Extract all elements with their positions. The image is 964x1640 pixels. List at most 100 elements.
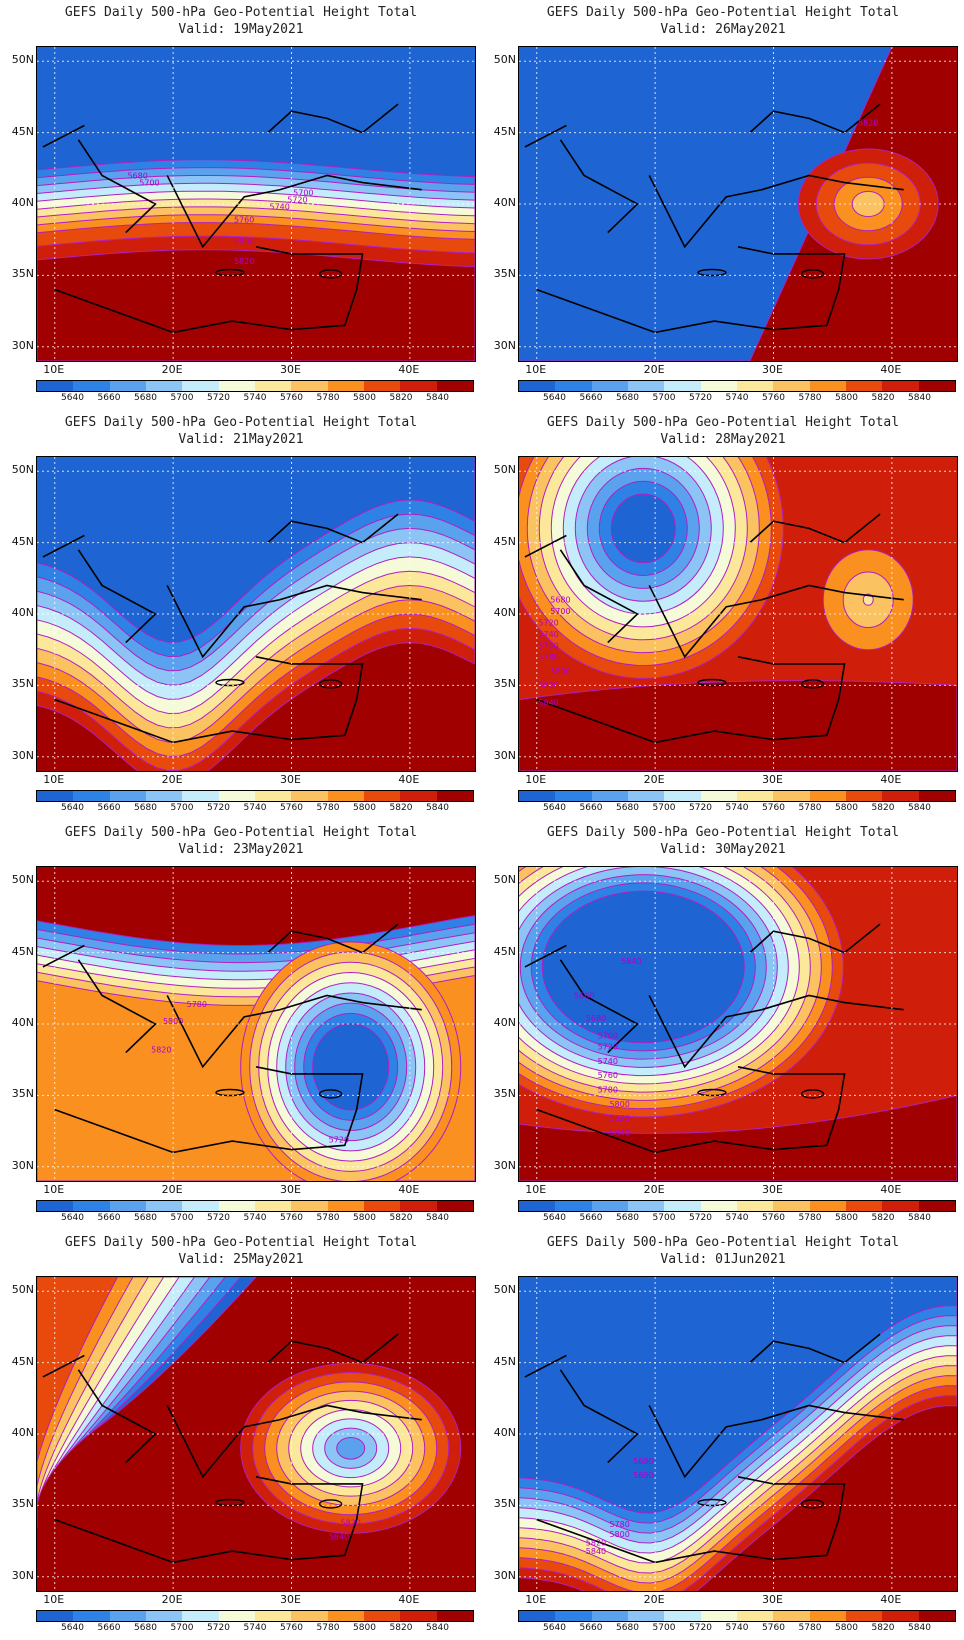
colorbar-swatch (327, 791, 364, 801)
contour-label: 5760 (598, 1071, 618, 1080)
valid-date: Valid: 28May2021 (660, 432, 786, 447)
map-panel: GEFS Daily 500-hPa Geo-Potential Height … (482, 0, 964, 410)
valid-date: Valid: 30May2021 (660, 842, 786, 857)
lon-tick-label: 30E (280, 1593, 301, 1606)
colorbar-swatch (254, 791, 292, 801)
colorbar-swatch (918, 1201, 955, 1211)
colorbar-swatch (327, 1611, 364, 1621)
colorbar-swatch (591, 1611, 628, 1621)
colorbar-swatch (37, 1611, 74, 1621)
colorbar-swatch (664, 1201, 701, 1211)
lon-tick-label: 10E (43, 1183, 65, 1196)
cyprus-outline (318, 679, 343, 689)
colorbar-swatch (555, 1611, 592, 1621)
height-field-map: 5680 5700 5720 5740 5760 5780 5800 5820 5840 (519, 457, 957, 771)
colorbar-swatch (145, 1201, 183, 1211)
colorbar-label: 5800 (835, 1213, 858, 1223)
lon-tick-label: 40E (880, 773, 902, 786)
lat-tick-label: 35N (493, 267, 516, 281)
contour-label: 5800 (609, 1100, 629, 1109)
colorbar-label: 5700 (170, 1623, 194, 1633)
colorbar-swatch (436, 1611, 473, 1621)
lat-tick-label: 30N (493, 1568, 516, 1582)
colorbar-label: 5840 (426, 1213, 449, 1223)
valid-date: Valid: 01Jun2021 (660, 1252, 786, 1267)
contour-label: 5780 (609, 1520, 629, 1529)
coastline (42, 513, 422, 744)
lat-tick-label: 30N (11, 1568, 34, 1582)
lat-tick-label: 40N (11, 1016, 34, 1029)
colorbar-swatch (664, 791, 701, 801)
contour-label: 5780 (598, 1086, 618, 1095)
colorbar-label: 5800 (353, 1213, 376, 1223)
contour-label: 5740 (538, 630, 558, 639)
lon-tick-label: 40E (398, 773, 420, 786)
colorbar (518, 380, 956, 392)
colorbar-label: 5680 (616, 1623, 639, 1633)
valid-date: Valid: 25May2021 (178, 1252, 304, 1267)
colorbar-label: 5800 (353, 393, 376, 403)
lon-tick-label: 30E (280, 363, 301, 376)
lat-tick-label: 50N (493, 873, 516, 887)
colorbar-swatch (218, 1201, 255, 1211)
colorbar-swatch (627, 1611, 665, 1621)
lat-tick-label: 30N (493, 748, 516, 762)
colorbar (36, 790, 474, 802)
lat-tick-label: 35N (11, 677, 34, 691)
colorbar-swatch (555, 791, 592, 801)
map-panel: GEFS Daily 500-hPa Geo-Potential Height … (482, 820, 964, 1230)
colorbar-label: 5700 (652, 1213, 676, 1223)
colorbar-swatch (363, 1201, 401, 1211)
contour-label: 5820 (341, 1518, 361, 1527)
colorbar-swatch (73, 1201, 110, 1211)
colorbar-label: 5700 (652, 393, 676, 403)
lat-tick-label: 50N (11, 463, 34, 477)
colorbar-swatch (109, 791, 146, 801)
colorbar-swatch (736, 1611, 774, 1621)
crete-outline (215, 1088, 245, 1097)
colorbar-label: 5780 (316, 393, 340, 403)
colorbar-swatch (182, 1611, 219, 1621)
lon-tick-label: 40E (880, 1593, 902, 1606)
height-field-map: 5640 5660 5680 5700 5720 5740 5760 5780 5800 5820… (519, 867, 957, 1181)
lon-tick-label: 40E (398, 1183, 420, 1196)
lon-tick-label: 20E (643, 1183, 665, 1196)
colorbar-swatch (400, 791, 437, 801)
lat-tick-label: 35N (11, 1087, 34, 1101)
lon-tick-label: 10E (525, 363, 547, 376)
contour-label: 5820 (151, 1046, 171, 1055)
colorbar-label: 5660 (579, 1213, 603, 1223)
map-area: 5680 5680 5780 5800 5820 5840 (518, 1276, 958, 1592)
contour-label: 5700 (550, 607, 570, 616)
colorbar-swatch (254, 381, 292, 391)
height-contour (541, 890, 745, 1044)
colorbar-label: 5820 (389, 803, 413, 813)
colorbar-swatch (436, 791, 473, 801)
map-area: 5780 5800 5820 5720 (36, 866, 476, 1182)
colorbar-swatch (882, 1201, 919, 1211)
contour-label: 5800 (234, 237, 254, 246)
colorbar-swatch (182, 791, 219, 801)
contour-label: 5740 (269, 203, 289, 212)
colorbar-swatch (182, 1201, 219, 1211)
colorbar-label: 5720 (689, 1213, 712, 1223)
colorbar-labels: 5640 5660 5680 5700 5720 5740 5760 5780 5800 5820… (518, 803, 956, 815)
height-band (519, 680, 957, 771)
colorbar-swatch (109, 1201, 146, 1211)
colorbar-label: 5760 (280, 393, 303, 403)
colorbar (518, 1610, 956, 1622)
colorbar-swatch (291, 381, 328, 391)
colorbar-label: 5780 (316, 1623, 340, 1633)
colorbar-label: 5740 (725, 1213, 749, 1223)
colorbar (518, 790, 956, 802)
crete-outline (215, 268, 245, 277)
colorbar-label: 5640 (543, 803, 566, 813)
lat-tick-label: 35N (493, 1497, 516, 1511)
colorbar-label: 5720 (207, 1623, 230, 1633)
colorbar-label: 5740 (725, 803, 749, 813)
crete-outline (215, 1498, 245, 1507)
contour-label: 5820 (538, 681, 558, 690)
map-panel: GEFS Daily 500-hPa Geo-Potential Height … (0, 410, 482, 820)
colorbar-label: 5760 (762, 1213, 785, 1223)
